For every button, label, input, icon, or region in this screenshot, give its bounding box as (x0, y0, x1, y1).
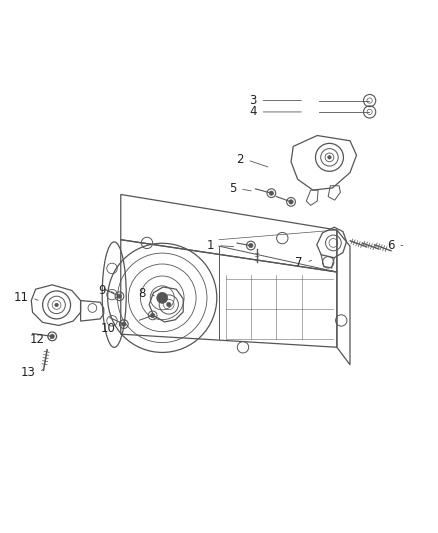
Text: 13: 13 (21, 366, 35, 378)
Circle shape (122, 322, 126, 326)
Circle shape (166, 302, 171, 306)
Circle shape (249, 244, 253, 248)
Circle shape (157, 293, 168, 303)
Text: 3: 3 (250, 94, 257, 107)
Text: 1: 1 (207, 239, 215, 252)
Text: 6: 6 (387, 239, 395, 252)
Text: 12: 12 (29, 333, 44, 346)
Circle shape (269, 191, 274, 195)
Text: 10: 10 (101, 322, 116, 335)
Text: 5: 5 (229, 182, 237, 195)
Circle shape (150, 313, 155, 318)
Text: 8: 8 (138, 287, 146, 300)
Circle shape (117, 294, 122, 298)
Circle shape (50, 334, 54, 338)
Text: 2: 2 (237, 154, 244, 166)
Text: 9: 9 (98, 284, 106, 297)
Text: 4: 4 (250, 106, 257, 118)
Circle shape (55, 303, 58, 306)
Circle shape (289, 200, 293, 204)
Circle shape (328, 156, 331, 159)
Text: 7: 7 (295, 256, 303, 269)
Text: 11: 11 (14, 292, 28, 304)
